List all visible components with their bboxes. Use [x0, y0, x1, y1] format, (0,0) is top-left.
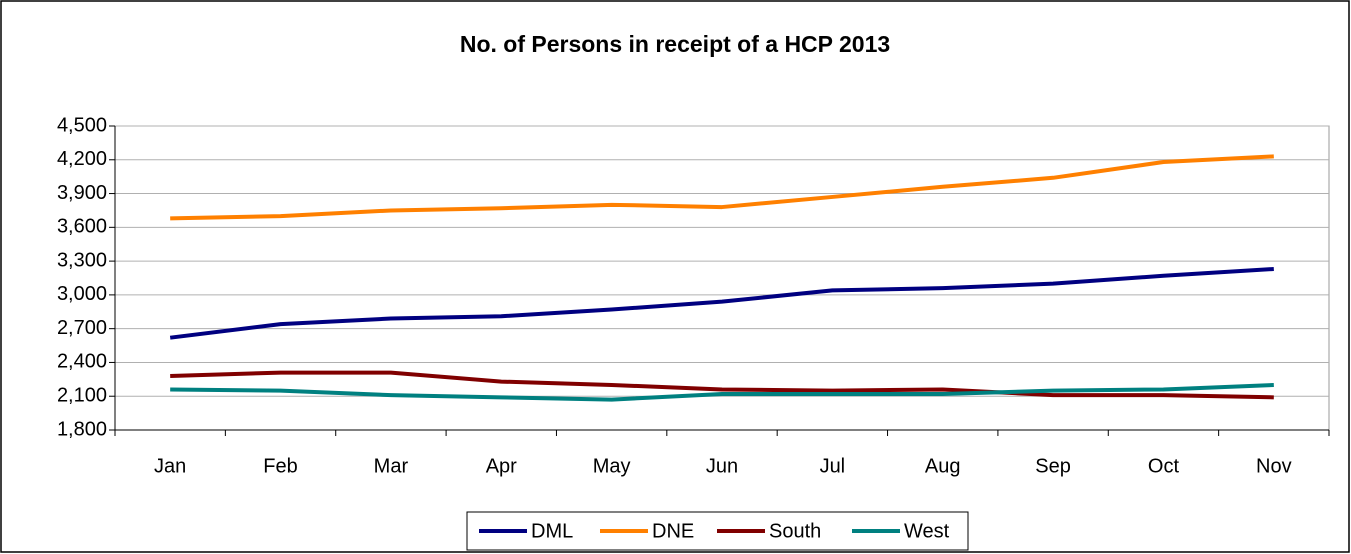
x-tick-label: May	[593, 455, 631, 477]
series-line	[170, 154, 1274, 221]
y-tick-label: 2,700	[57, 317, 107, 339]
y-tick-label: 4,200	[57, 148, 107, 170]
chart-title: No. of Persons in receipt of a HCP 2013	[460, 31, 890, 57]
y-tick-label: 2,400	[57, 351, 107, 373]
y-tick-label: 3,300	[57, 249, 107, 271]
x-tick-label: Mar	[374, 455, 409, 477]
series-line	[170, 370, 1274, 400]
y-tick-label: 3,000	[57, 283, 107, 305]
legend-label: West	[904, 520, 950, 542]
y-tick-label: 3,900	[57, 182, 107, 204]
x-tick-label: Nov	[1256, 455, 1292, 477]
x-tick-label: Apr	[486, 455, 517, 477]
x-tick-label: Jun	[706, 455, 738, 477]
y-tick-label: 3,600	[57, 216, 107, 238]
series-line	[170, 382, 1274, 402]
x-tick-label: Sep	[1035, 455, 1071, 477]
x-tick-label: Aug	[925, 455, 961, 477]
y-tick-label: 2,100	[57, 385, 107, 407]
x-tick-label: Jan	[154, 455, 186, 477]
legend-label: South	[769, 520, 821, 542]
legend-label: DML	[531, 520, 573, 542]
x-tick-label: Jul	[820, 455, 846, 477]
x-tick-label: Feb	[263, 455, 297, 477]
legend-label: DNE	[652, 520, 694, 542]
series-line	[169, 266, 1274, 340]
y-tick-label: 1,800	[57, 418, 107, 440]
x-tick-label: Oct	[1148, 455, 1180, 477]
y-tick-label: 4,500	[57, 114, 107, 136]
